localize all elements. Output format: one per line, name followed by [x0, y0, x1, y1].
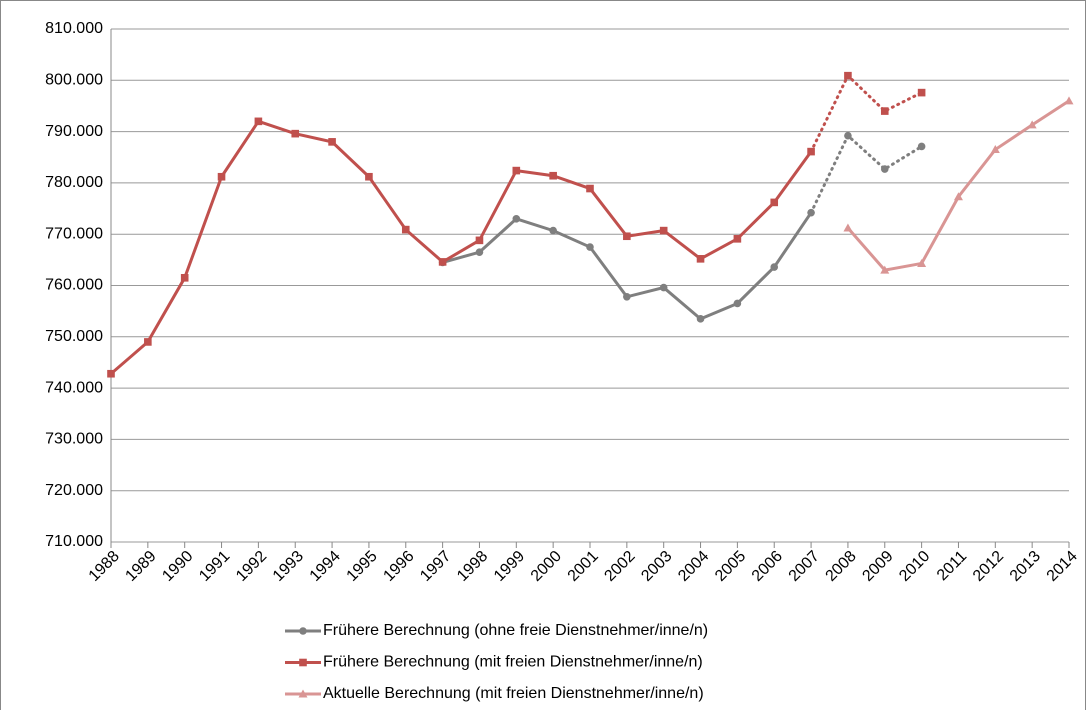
point: [696, 315, 705, 323]
x-tick-label: 2004: [675, 548, 712, 585]
point: [475, 236, 484, 245]
point: [659, 283, 668, 292]
point: [180, 274, 189, 282]
y-tick-label: 730.000: [45, 431, 103, 448]
legend-label: Frühere Berechnung (ohne freie Dienstneh…: [323, 622, 708, 639]
point: [1027, 120, 1037, 129]
legend-label: Aktuelle Berechnung (mit freien Dienstne…: [323, 685, 704, 702]
point: [623, 232, 631, 241]
x-tick-label: 1999: [491, 548, 528, 585]
series-line: [809, 133, 924, 215]
x-tick-label: 2009: [859, 548, 896, 585]
y-tick-label: 720.000: [45, 482, 103, 499]
point: [365, 172, 373, 181]
point: [549, 171, 557, 180]
point: [291, 129, 300, 138]
x-tick-label: 1997: [417, 548, 454, 585]
y-tick-label: 710.000: [45, 533, 103, 550]
point: [298, 689, 308, 698]
point: [844, 71, 852, 80]
point: [770, 198, 779, 207]
x-tick-label: 1992: [233, 548, 270, 585]
point: [733, 235, 742, 243]
point: [299, 658, 307, 667]
point: [512, 166, 521, 175]
y-tick-label: 800.000: [45, 72, 103, 89]
legend-label: Frühere Berechnung (mit freien Dienstneh…: [323, 654, 703, 671]
series-line: [809, 73, 924, 154]
point: [401, 225, 410, 234]
point: [696, 255, 705, 263]
y-tick-label: 780.000: [45, 174, 103, 191]
point: [844, 131, 852, 140]
series-line: [110, 119, 813, 375]
point: [586, 243, 594, 251]
point: [586, 184, 594, 193]
x-tick-label: 2008: [823, 548, 860, 585]
point: [659, 226, 668, 235]
point: [990, 145, 1000, 154]
x-tick-label: 2005: [712, 548, 749, 585]
y-tick-label: 770.000: [45, 225, 103, 242]
point: [549, 226, 557, 235]
series-line: [442, 211, 813, 321]
point: [1064, 96, 1074, 105]
point: [880, 265, 890, 274]
point: [512, 215, 521, 223]
x-tick-label: 2014: [1044, 548, 1081, 585]
point: [953, 192, 963, 201]
point: [770, 263, 779, 271]
x-tick-label: 1989: [122, 548, 159, 585]
y-tick-label: 750.000: [45, 328, 103, 345]
point: [623, 292, 631, 301]
point: [299, 627, 307, 635]
point: [880, 107, 889, 115]
x-tick-label: 2011: [934, 548, 970, 584]
point: [733, 299, 742, 308]
point: [917, 142, 926, 151]
y-tick-label: 790.000: [45, 123, 103, 140]
point: [328, 138, 336, 146]
x-tick-label: 2002: [601, 548, 638, 585]
x-tick-label: 2006: [749, 548, 786, 585]
x-tick-label: 1995: [344, 548, 381, 585]
point: [144, 338, 152, 346]
x-tick-label: 1990: [159, 548, 196, 585]
x-tick-label: 2012: [970, 548, 1007, 585]
point: [843, 223, 853, 232]
y-tick-label: 740.000: [45, 379, 103, 396]
point: [807, 208, 815, 217]
point: [217, 172, 226, 181]
x-tick-label: 1991: [196, 548, 233, 585]
point: [807, 147, 815, 156]
point: [880, 165, 889, 173]
point: [475, 248, 484, 256]
x-tick-label: 2013: [1007, 548, 1044, 585]
x-tick-label: 1993: [270, 548, 307, 585]
point: [917, 258, 927, 267]
x-tick-label: 2003: [638, 548, 675, 585]
x-tick-label: 1994: [307, 548, 344, 585]
x-tick-label: 2007: [786, 548, 823, 585]
x-tick-label: 1988: [86, 548, 123, 585]
point: [917, 88, 926, 97]
y-tick-label: 760.000: [45, 277, 103, 294]
x-tick-label: 2010: [896, 548, 933, 585]
point: [254, 117, 263, 126]
y-tick-label: 810.000: [45, 20, 103, 37]
series-line: [846, 99, 1070, 272]
x-tick-label: 1998: [454, 548, 491, 585]
x-tick-label: 2001: [565, 548, 602, 585]
x-tick-label: 1996: [380, 548, 417, 585]
point: [438, 258, 447, 266]
x-tick-label: 2000: [528, 548, 565, 585]
point: [107, 369, 115, 378]
